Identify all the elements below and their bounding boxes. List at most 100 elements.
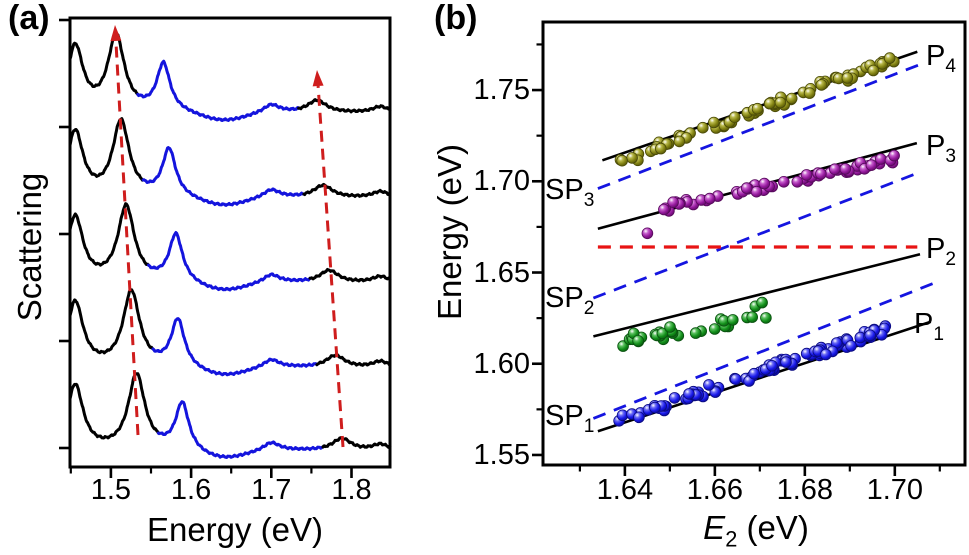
spectrum-curve-4-black-left [68,288,155,355]
panel-b-x-tick-label: 1.66 [686,474,744,506]
data-point-P2-data [689,327,702,339]
data-point-P3-data [874,153,887,165]
data-point-P2-data [756,296,768,309]
data-point-P4-data [841,72,854,84]
panel-a-x-axis-label: Energy (eV) [146,511,324,548]
peak-shift-arrow-1 [114,40,140,436]
spectrum-curve-2-blue-mid [141,146,306,207]
panel-a-x-tick-label: 1.6 [170,474,212,506]
data-point-P4-data [803,87,816,99]
panel-b-y-tick-label: 1.65 [473,256,530,289]
spectrum-curve-2-black-left [68,117,145,182]
e2-symbol: E [703,509,726,546]
spectrum-curve-3-blue-mid [147,231,312,292]
data-point-P2-data [760,312,772,324]
data-point-P2-data [656,327,669,340]
spectrum-curve-4-black-right [315,353,392,367]
data-point-P4-data [696,121,709,134]
panel-b-letter: (b) [434,0,478,37]
spectrum-curve-4-blue-mid [151,317,319,377]
e2-units: (eV) [737,509,809,546]
panel-b-x-axis-label: E2 (eV) [606,510,906,555]
data-point-P4-data [785,92,798,105]
data-point-P3-data [888,149,900,162]
label-P3-sub: 3 [945,145,956,167]
label-SP2-sub: 2 [583,297,595,319]
data-point-P3-data [777,176,790,188]
spectrum-curve-1-blue-mid [136,59,301,122]
data-point-P1-data [683,388,695,400]
spectrum-curve-3-black-right [308,267,392,283]
spectrum-curve-5-black-left [68,372,160,440]
data-point-P4-data [774,96,787,109]
spectrum-curve-1-black-right [297,98,392,114]
spectrum-curve-1-black-left [68,32,140,96]
label-P2-sub: 2 [945,248,956,270]
panel-b-x-tick-label: 1.68 [776,474,834,506]
data-point-P1-data [729,373,742,386]
data-point-P4-data [707,116,720,129]
peak-shift-arrow-2 [316,85,345,448]
label-P4-base: P [926,40,946,72]
label-SP3: SP3 [545,174,594,217]
data-point-P2-data [664,321,676,333]
data-point-P2-data [708,323,721,335]
panel-b-x-tick-label: 1.64 [596,474,654,506]
data-point-P1-data [766,359,778,372]
panel-a-x-tick-label: 1.7 [251,474,292,506]
data-point-P1-data [709,386,722,398]
data-point-P3-data [865,159,878,171]
panel-b-axes-box [541,20,967,467]
panel-b-x-tick-label: 1.70 [866,474,924,506]
data-point-P4-data [616,154,628,167]
panel-a-y-axis-label: Scattering [11,172,48,322]
scatter-series-P3-data [641,149,900,240]
data-point-P4-data [626,152,638,164]
label-SP3-sub: 3 [583,189,595,211]
data-point-P3-data [758,177,771,190]
peak-shift-arrow-head-1 [110,25,122,42]
data-point-P4-data [867,64,880,77]
panel-b-y-axis-label: Energy (eV) [431,143,468,321]
data-point-P3-data [667,196,679,209]
label-P2: P2 [926,233,956,276]
panel-a-x-tick-label: 1.5 [90,474,132,506]
spectrum-curve-5-black-right [321,436,392,449]
spectrum-curve-2-black-right [302,182,392,198]
data-point-P4-data [728,111,741,123]
fit-line-P2 [593,253,921,338]
data-point-P3-data [740,182,753,194]
label-P4: P4 [926,40,956,83]
label-SP2-base: SP [545,282,584,314]
fit-line-SP3 [597,63,921,190]
panel-b-y-tick-label: 1.75 [473,74,530,107]
fit-line-SP1 [592,282,934,420]
panel-a-x-tick-label: 1.8 [331,474,372,506]
panel-b-y-tick-label: 1.60 [473,347,530,380]
data-point-P1-data [668,392,681,404]
scatter-series-P1-data [613,320,892,427]
label-P4-sub: 4 [945,55,956,77]
data-point-P3-data [828,163,841,176]
data-point-P4-data [673,135,686,148]
e2-subscript: 2 [725,526,738,552]
fit-line-SP2 [592,170,921,300]
data-point-P3-data [641,227,654,240]
label-P1-base: P [914,308,934,340]
data-point-P4-data [883,52,896,64]
data-point-P2-data [632,334,644,347]
label-P1: P1 [914,308,944,351]
data-point-P3-data [750,185,763,198]
data-point-P2-data [746,311,758,323]
data-point-P3-data [658,203,670,216]
data-point-P4-data [751,102,764,115]
label-P3-base: P [926,130,946,162]
label-P2-base: P [926,233,946,265]
data-point-P1-data [649,401,661,414]
label-P3: P3 [926,130,956,173]
data-point-P1-data [703,379,715,391]
data-point-P1-data [633,411,645,424]
scatter-series-P2-data [617,296,772,352]
label-P1-sub: 1 [933,323,944,345]
